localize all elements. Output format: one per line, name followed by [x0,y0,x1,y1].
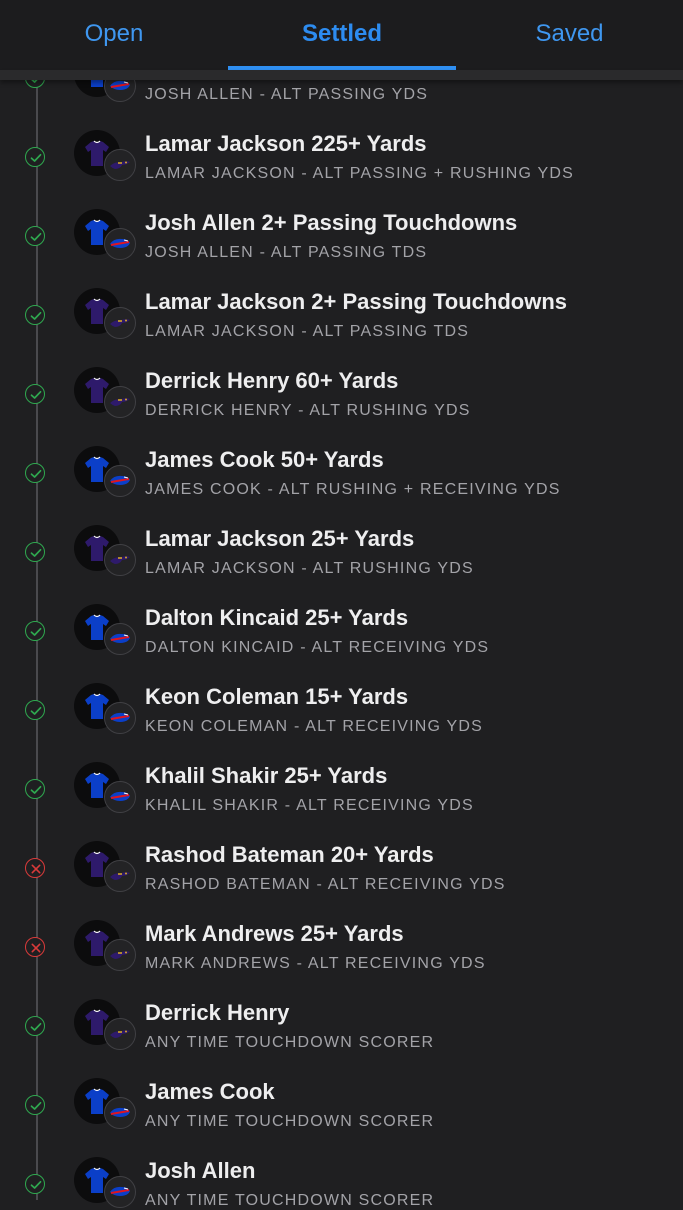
ravens-logo-icon [104,939,136,971]
win-check-icon [25,700,45,720]
bet-title: Khalil Shakir 25+ Yards [145,763,388,788]
bet-row[interactable]: Josh Allen 2+ Passing Touchdowns JOSH ALL… [0,175,683,261]
win-check-icon [25,621,45,641]
bet-row[interactable]: Josh Allen ANY TIME TOUCHDOWN SCORER [0,1123,683,1209]
bet-title: Rashod Bateman 20+ Yards [145,842,434,867]
bet-title: Lamar Jackson 25+ Yards [145,526,415,551]
bet-title: Derrick Henry 60+ Yards [145,368,399,393]
bet-title: Lamar Jackson 225+ Yards [145,131,427,156]
tab-settled[interactable]: Settled [301,20,382,47]
win-check-icon [25,226,45,246]
bet-row[interactable]: Khalil Shakir 25+ Yards KHALIL SHAKIR - A… [0,728,683,814]
bet-subtitle: ANY TIME TOUCHDOWN SCORER [145,1034,435,1051]
bet-subtitle: JOSH ALLEN - ALT PASSING YDS [145,86,429,103]
ravens-logo-icon [104,307,136,339]
win-check-icon [25,384,45,404]
bet-subtitle: MARK ANDREWS - ALT RECEIVING YDS [145,955,486,972]
bet-title: Derrick Henry [145,1000,290,1025]
bills-logo-icon [104,1176,136,1208]
bet-subtitle: KHALIL SHAKIR - ALT RECEIVING YDS [145,797,474,814]
bet-subtitle: LAMAR JACKSON - ALT PASSING + RUSHING YD… [145,165,575,182]
bet-row[interactable]: Dalton Kincaid 25+ Yards DALTON KINCAID -… [0,570,683,656]
tab-open[interactable]: Open [84,20,144,47]
ravens-logo-icon [104,149,136,181]
ravens-jersey-icon [74,130,120,176]
bet-row[interactable]: Derrick Henry 60+ Yards DERRICK HENRY - A… [0,333,683,419]
bet-row[interactable]: Lamar Jackson 25+ Yards LAMAR JACKSON - A… [0,491,683,577]
loss-x-icon [25,858,45,878]
bills-logo-icon [104,228,136,260]
win-check-icon [25,147,45,167]
bet-subtitle: JAMES COOK - ALT RUSHING + RECEIVING YDS [145,481,561,498]
ravens-jersey-icon [74,999,120,1045]
bills-logo-icon [104,1097,136,1129]
win-check-icon [25,305,45,325]
bills-logo-icon [104,465,136,497]
win-check-icon [25,542,45,562]
bet-subtitle: DALTON KINCAID - ALT RECEIVING YDS [145,639,490,656]
bills-logo-icon [104,781,136,813]
bet-title: Lamar Jackson 2+ Passing Touchdowns [145,289,568,314]
active-tab-indicator [228,66,456,70]
ravens-logo-icon [104,386,136,418]
bet-title: James Cook 50+ Yards [145,447,384,472]
tab-bar: Open Settled Saved [0,0,683,70]
bet-row[interactable]: Keon Coleman 15+ Yards KEON COLEMAN - ALT… [0,649,683,735]
bet-row[interactable]: Lamar Jackson 225+ Yards LAMAR JACKSON - … [0,96,683,182]
bills-logo-icon [104,623,136,655]
bet-title: Keon Coleman 15+ Yards [145,684,409,709]
bet-title: Mark Andrews 25+ Yards [145,921,404,946]
bet-subtitle: LAMAR JACKSON - ALT RUSHING YDS [145,560,474,577]
win-check-icon [25,1016,45,1036]
win-check-icon [25,1174,45,1194]
bet-row[interactable]: James Cook 50+ Yards JAMES COOK - ALT RUS… [0,412,683,498]
ravens-logo-icon [104,544,136,576]
bet-title: Josh Allen 2+ Passing Touchdowns [145,210,518,235]
tab-saved[interactable]: Saved [535,20,604,47]
bills-logo-icon [104,702,136,734]
bet-title: Dalton Kincaid 25+ Yards [145,605,409,630]
bet-subtitle: KEON COLEMAN - ALT RECEIVING YDS [145,718,484,735]
win-check-icon [25,779,45,799]
header-divider [0,70,683,80]
bet-row[interactable]: James Cook ANY TIME TOUCHDOWN SCORER [0,1044,683,1130]
bet-row[interactable]: Lamar Jackson 2+ Passing Touchdowns LAMAR… [0,254,683,340]
bet-subtitle: ANY TIME TOUCHDOWN SCORER [145,1192,435,1209]
bet-title: Josh Allen [145,1158,256,1183]
ravens-logo-icon [104,860,136,892]
bet-subtitle: LAMAR JACKSON - ALT PASSING TDS [145,323,470,340]
win-check-icon [25,463,45,483]
bet-subtitle: DERRICK HENRY - ALT RUSHING YDS [145,402,471,419]
ravens-logo-icon [104,1018,136,1050]
bet-subtitle: RASHOD BATEMAN - ALT RECEIVING YDS [145,876,506,893]
bet-title: James Cook [145,1079,275,1104]
bet-subtitle: ANY TIME TOUCHDOWN SCORER [145,1113,435,1130]
bet-row[interactable]: Mark Andrews 25+ Yards MARK ANDREWS - ALT… [0,886,683,972]
loss-x-icon [25,937,45,957]
bet-subtitle: JOSH ALLEN - ALT PASSING TDS [145,244,428,261]
bet-row[interactable]: Rashod Bateman 20+ Yards RASHOD BATEMAN -… [0,807,683,893]
bet-row[interactable]: Derrick Henry ANY TIME TOUCHDOWN SCORER [0,965,683,1051]
win-check-icon [25,1095,45,1115]
